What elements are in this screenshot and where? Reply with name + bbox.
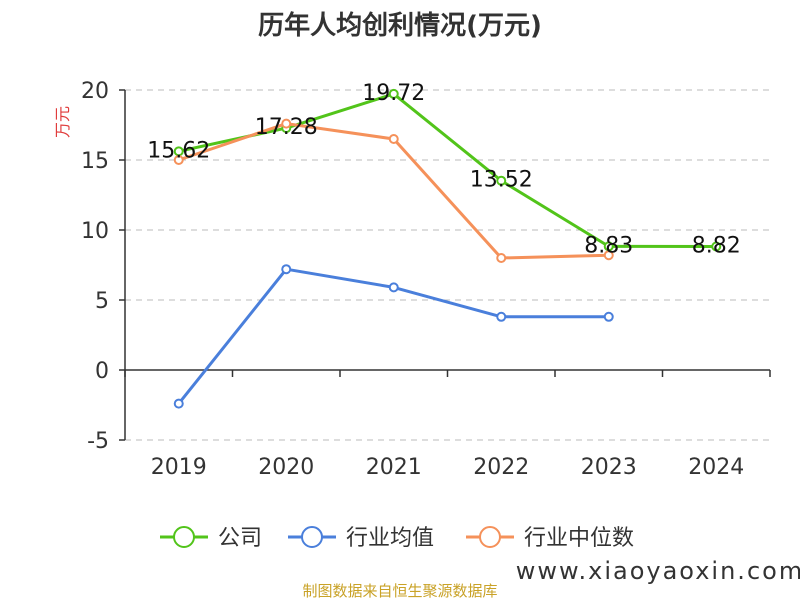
y-tick-label: 10 — [81, 219, 109, 244]
series-line-0 — [178, 92, 717, 249]
data-labels: 15.62 17.28 19.72 13.52 8.83 8.82 — [147, 81, 740, 259]
legend-label-1: 行业均值 — [346, 526, 434, 551]
grid-lines — [125, 89, 770, 441]
series-0-point — [496, 175, 507, 186]
series-1-point — [603, 311, 614, 322]
x-tick-label: 2024 — [688, 455, 744, 480]
legend-marker-0 — [173, 526, 195, 548]
series-2-point — [388, 134, 399, 144]
y-tick-label: 5 — [95, 289, 109, 314]
data-label: 13.52 — [470, 168, 533, 193]
legend[interactable]: 公司 行业均值 行业中位数 — [160, 526, 634, 551]
y-tick-label: 0 — [95, 359, 109, 384]
chart-title: 历年人均创利情况(万元) — [258, 10, 542, 41]
x-tick-label: 2020 — [258, 455, 314, 480]
series-2-point — [173, 155, 184, 165]
legend-marker-1 — [301, 526, 323, 548]
x-tick-label: 2021 — [366, 455, 422, 480]
series-1-point — [496, 311, 507, 322]
y-tick-label: 15 — [81, 149, 109, 174]
source-note: 制图数据来自恒生聚源数据库 — [302, 582, 497, 600]
series-2-point — [281, 118, 292, 129]
series-0-point — [388, 88, 399, 99]
data-label: 19.72 — [362, 81, 425, 106]
y-axis-label: 万元 — [53, 106, 72, 138]
series-2-point — [603, 250, 614, 261]
axes: -5 0 5 10 15 20 2019 2020 2021 2022 2023 2024 — [81, 79, 771, 480]
data-label: 8.82 — [692, 234, 741, 259]
series-1-point — [388, 282, 399, 293]
series-1-point — [281, 264, 292, 275]
x-tick-label: 2022 — [473, 455, 529, 480]
series-1-point — [173, 398, 184, 409]
series-2-point — [496, 253, 507, 263]
x-tick-label: 2023 — [581, 455, 637, 480]
series-0-point — [711, 241, 722, 252]
data-label: 17.28 — [255, 115, 318, 140]
data-label: 8.83 — [584, 233, 633, 258]
x-tick-label: 2019 — [151, 455, 207, 480]
data-label: 15.62 — [147, 138, 210, 163]
y-tick-label: 20 — [81, 79, 109, 104]
legend-label-0: 公司 — [218, 526, 262, 551]
legend-label-2: 行业中位数 — [524, 526, 634, 551]
watermark: www.xiaoyaoxin.com — [516, 557, 800, 585]
legend-marker-2 — [479, 526, 501, 548]
y-tick-label: -5 — [87, 429, 109, 454]
series-group — [173, 88, 722, 409]
